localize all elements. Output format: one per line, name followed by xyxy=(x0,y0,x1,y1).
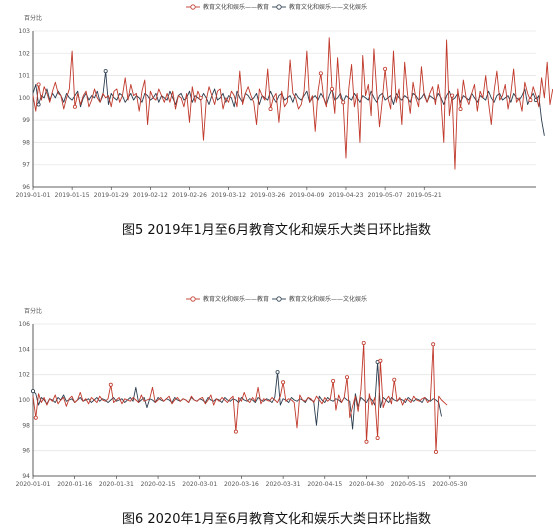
x-tick-label: 2019-02-12 xyxy=(133,192,168,199)
y-tick-label: 94 xyxy=(22,473,30,480)
y-tick-label: 102 xyxy=(19,372,31,379)
x-tick-label: 2020-05-15 xyxy=(391,481,426,488)
data-point[interactable] xyxy=(450,93,455,98)
x-tick-label: 2019-03-26 xyxy=(250,192,285,199)
data-point[interactable] xyxy=(36,102,41,107)
x-tick-label: 2020-03-31 xyxy=(266,481,301,488)
y-axis-label: 百分比 xyxy=(24,307,42,315)
data-point[interactable] xyxy=(528,98,533,103)
x-tick-label: 2019-04-09 xyxy=(289,192,324,199)
y-axis-label: 百分比 xyxy=(24,14,42,22)
x-tick-label: 2019-05-21 xyxy=(407,192,442,199)
x-tick-label: 2020-04-30 xyxy=(349,481,384,488)
data-point[interactable] xyxy=(341,100,346,105)
data-point[interactable] xyxy=(108,382,113,387)
data-point[interactable] xyxy=(30,389,35,394)
x-tick-label: 2020-01-16 xyxy=(57,481,92,488)
x-tick-label: 2019-02-26 xyxy=(172,192,207,199)
data-point[interactable] xyxy=(72,104,77,109)
data-point[interactable] xyxy=(103,69,108,74)
data-point[interactable] xyxy=(375,435,380,440)
y-tick-label: 100 xyxy=(19,95,31,102)
legend-marker xyxy=(276,4,282,10)
data-point[interactable] xyxy=(433,449,438,454)
data-point[interactable] xyxy=(281,380,286,385)
data-point[interactable] xyxy=(331,379,336,384)
y-tick-label: 98 xyxy=(22,422,30,429)
data-point[interactable] xyxy=(330,86,335,91)
legend-label[interactable]: 教育文化和娱乐——教育 xyxy=(203,295,269,303)
legend-label[interactable]: 教育文化和娱乐——教育 xyxy=(203,3,269,11)
x-tick-label: 2019-01-15 xyxy=(55,192,90,199)
data-point[interactable] xyxy=(36,82,41,87)
data-point[interactable] xyxy=(198,95,203,100)
x-tick-label: 2020-04-15 xyxy=(307,481,342,488)
x-tick-label: 2019-05-07 xyxy=(368,192,403,199)
data-point[interactable] xyxy=(268,107,273,112)
x-tick-label: 2020-01-01 xyxy=(16,481,51,488)
data-point[interactable] xyxy=(458,107,463,112)
legend-label[interactable]: 教育文化和娱乐——文化娱乐 xyxy=(289,295,367,303)
legend-marker xyxy=(276,296,282,302)
x-tick-label: 2020-02-15 xyxy=(141,481,176,488)
y-tick-label: 97 xyxy=(22,162,30,169)
y-tick-label: 104 xyxy=(19,346,31,353)
data-point[interactable] xyxy=(318,71,323,76)
y-tick-label: 96 xyxy=(22,184,30,191)
data-point[interactable] xyxy=(345,375,350,380)
figure-6-caption: 图6 2020年1月至6月教育文化和娱乐大类日环比指数 xyxy=(121,512,432,527)
data-point[interactable] xyxy=(431,342,436,347)
y-tick-label: 101 xyxy=(19,73,31,80)
x-tick-label: 2020-03-01 xyxy=(182,481,217,488)
x-tick-label: 2019-01-29 xyxy=(94,192,129,199)
y-tick-label: 103 xyxy=(19,28,31,35)
figure-5-caption: 图5 2019年1月至6月教育文化和娱乐大类日环比指数 xyxy=(121,223,432,238)
y-tick-label: 99 xyxy=(22,117,30,124)
series-line-education xyxy=(32,342,448,453)
x-tick-label: 2019-03-12 xyxy=(211,192,246,199)
data-point[interactable] xyxy=(364,439,369,444)
x-tick-label: 2019-04-23 xyxy=(329,192,364,199)
y-tick-label: 100 xyxy=(19,397,31,404)
chart-figure-5: 96 97 98 99 100 101 102 103 百分比 2019-01-01 2019-01… xyxy=(16,3,553,199)
data-point[interactable] xyxy=(378,358,383,363)
chart-figure-6: 94 96 98 100 102 104 106 百分比 2020-01-01 2020-01-1… xyxy=(16,295,536,488)
data-point[interactable] xyxy=(392,377,397,382)
legend-label[interactable]: 教育文化和娱乐——文化娱乐 xyxy=(289,3,367,11)
data-point[interactable] xyxy=(275,370,280,375)
y-tick-label: 96 xyxy=(22,448,30,455)
x-tick-label: 2020-03-16 xyxy=(224,481,259,488)
x-tick-label: 2019-01-01 xyxy=(16,192,51,199)
x-tick-label: 2020-05-30 xyxy=(432,481,467,488)
data-point[interactable] xyxy=(361,341,366,346)
x-tick-label: 2020-01-31 xyxy=(99,481,134,488)
data-point[interactable] xyxy=(383,66,388,71)
legend-marker xyxy=(190,4,196,10)
series-line-education xyxy=(32,37,553,170)
data-point[interactable] xyxy=(33,415,38,420)
legend-marker xyxy=(190,296,196,302)
y-tick-label: 98 xyxy=(22,139,30,146)
data-point[interactable] xyxy=(233,429,238,434)
y-tick-label: 102 xyxy=(19,50,31,57)
y-tick-label: 106 xyxy=(19,321,31,328)
